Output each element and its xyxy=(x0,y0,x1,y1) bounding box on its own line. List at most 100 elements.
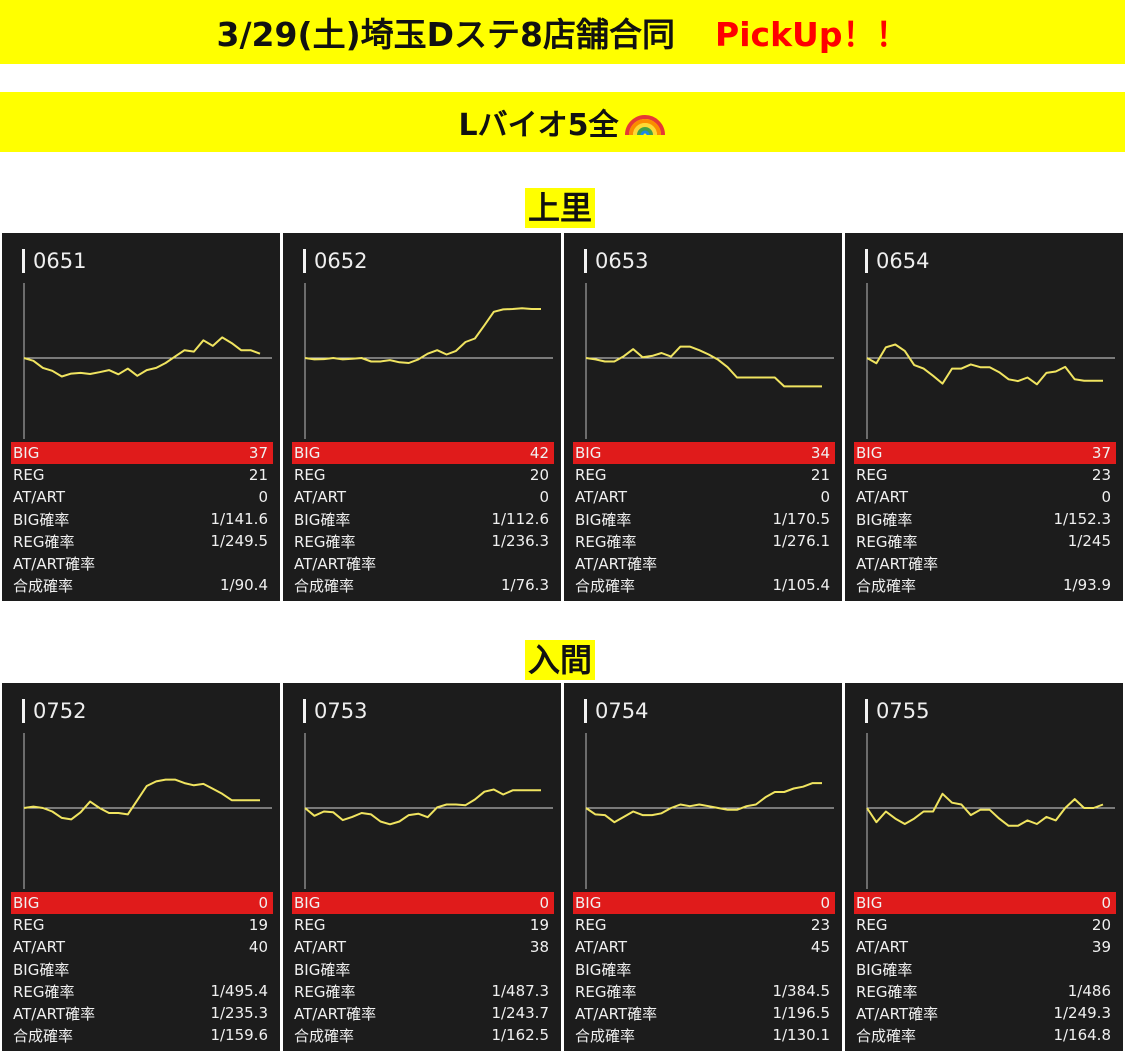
stat-row: BIG 0 xyxy=(292,892,554,914)
stat-value: 1/236.3 xyxy=(491,532,549,550)
stat-row: AT/ART確率 xyxy=(292,552,554,574)
stat-label: BIG xyxy=(294,444,321,462)
slump-graph xyxy=(585,283,834,439)
stat-row: REG 23 xyxy=(854,464,1116,486)
machine-title: 0753 xyxy=(303,699,367,723)
series-line xyxy=(304,307,541,364)
stat-row: AT/ART確率 1/196.5 xyxy=(573,1002,835,1024)
store-label-kamisato: 上里 xyxy=(525,188,596,228)
machine-title: 0654 xyxy=(865,249,929,273)
machine-title: 0754 xyxy=(584,699,648,723)
stat-label: AT/ART確率 xyxy=(856,1004,939,1023)
stat-value: 1/384.5 xyxy=(772,982,830,1000)
stat-value: 1/235.3 xyxy=(210,1004,268,1022)
machine-number: 0752 xyxy=(33,699,87,723)
stat-label: BIG確率 xyxy=(294,510,351,529)
stats-table: BIG 0 REG 19 AT/ART 38 BIG確率 REG確率 1/487.3 AT/ART… xyxy=(292,892,554,1046)
machine-panel: 0652 BIG 42 REG 20 AT/ART 0 BIG確率 1/112.6 REG確率 1/… xyxy=(283,233,561,601)
machine-number: 0753 xyxy=(314,699,368,723)
stat-label: 合成確率 xyxy=(294,1026,355,1045)
machine-panel: 0653 BIG 34 REG 21 AT/ART 0 BIG確率 1/170.5 REG確率 1/… xyxy=(564,233,842,601)
stat-row: REG 19 xyxy=(292,914,554,936)
stat-row: BIG確率 xyxy=(854,958,1116,980)
stat-value: 0 xyxy=(258,894,268,912)
stat-row: BIG 34 xyxy=(573,442,835,464)
slump-graph xyxy=(23,733,272,889)
stat-row: REG確率 1/384.5 xyxy=(573,980,835,1002)
stat-label: AT/ART確率 xyxy=(856,554,939,573)
stat-value: 23 xyxy=(1091,466,1111,484)
stat-label: AT/ART xyxy=(856,488,909,506)
stat-row: BIG 0 xyxy=(11,892,273,914)
stat-label: REG xyxy=(575,466,607,484)
stat-row: 合成確率 1/130.1 xyxy=(573,1024,835,1046)
stat-value: 1/495.4 xyxy=(210,982,268,1000)
machine-number: 0755 xyxy=(876,699,930,723)
stat-label: AT/ART xyxy=(294,488,347,506)
title-marker xyxy=(22,699,25,723)
stat-row: AT/ART 0 xyxy=(573,486,835,508)
stat-value: 21 xyxy=(248,466,268,484)
header-banner: 3/29(土)埼玉Dステ8店舗合同 PickUp！！ xyxy=(0,0,1125,64)
stat-label: BIG xyxy=(13,444,40,462)
stat-row: AT/ART 40 xyxy=(11,936,273,958)
machine-title: 0652 xyxy=(303,249,367,273)
stat-value: 0 xyxy=(820,894,830,912)
stat-label: REG確率 xyxy=(294,982,356,1001)
stat-label: REG確率 xyxy=(856,982,918,1001)
stat-label: AT/ART確率 xyxy=(13,1004,96,1023)
stat-row: REG確率 1/236.3 xyxy=(292,530,554,552)
stat-value: 0 xyxy=(1101,488,1111,506)
stat-label: REG xyxy=(13,466,45,484)
title-marker xyxy=(584,699,587,723)
machine-number: 0754 xyxy=(595,699,649,723)
stat-row: AT/ART 38 xyxy=(292,936,554,958)
slump-graph xyxy=(585,733,834,889)
stat-label: AT/ART xyxy=(13,938,66,956)
stat-row: 合成確率 1/105.4 xyxy=(573,574,835,596)
stat-row: 合成確率 1/159.6 xyxy=(11,1024,273,1046)
stat-label: REG xyxy=(13,916,45,934)
stat-row: 合成確率 1/90.4 xyxy=(11,574,273,596)
series-line xyxy=(304,788,541,826)
stat-row: BIG確率 xyxy=(573,958,835,980)
machine-panel: 0752 BIG 0 REG 19 AT/ART 40 BIG確率 REG確率 1/495.4 AT… xyxy=(2,683,280,1051)
stat-row: AT/ART 0 xyxy=(11,486,273,508)
stat-label: BIG確率 xyxy=(856,960,913,979)
stat-label: REG確率 xyxy=(294,532,356,551)
stat-row: REG確率 1/495.4 xyxy=(11,980,273,1002)
stat-label: 合成確率 xyxy=(575,1026,636,1045)
stat-row: BIG確率 1/152.3 xyxy=(854,508,1116,530)
stat-value: 20 xyxy=(1091,916,1111,934)
stat-row: BIG 0 xyxy=(854,892,1116,914)
stat-label: 合成確率 xyxy=(575,576,636,595)
stat-label: AT/ART確率 xyxy=(294,554,377,573)
stat-label: BIG xyxy=(856,894,883,912)
stat-label: AT/ART確率 xyxy=(13,554,96,573)
stats-table: BIG 0 REG 20 AT/ART 39 BIG確率 REG確率 1/486 AT/ART確率… xyxy=(854,892,1116,1046)
stat-value: 19 xyxy=(248,916,268,934)
machine-title: 0653 xyxy=(584,249,648,273)
stat-row: 合成確率 1/93.9 xyxy=(854,574,1116,596)
stat-label: REG確率 xyxy=(13,982,75,1001)
stat-label: AT/ART xyxy=(13,488,66,506)
stat-label: AT/ART xyxy=(294,938,347,956)
stat-value: 1/243.7 xyxy=(491,1004,549,1022)
stat-value: 34 xyxy=(810,444,830,462)
machine-panel: 0651 BIG 37 REG 21 AT/ART 0 BIG確率 1/141.6 REG確率 1/… xyxy=(2,233,280,601)
stats-table: BIG 37 REG 23 AT/ART 0 BIG確率 1/152.3 REG確率 1/245 A… xyxy=(854,442,1116,596)
stat-row: BIG確率 1/112.6 xyxy=(292,508,554,530)
stat-value: 1/130.1 xyxy=(772,1026,830,1044)
title-marker xyxy=(584,249,587,273)
stat-value: 1/141.6 xyxy=(210,510,268,528)
stat-label: BIG確率 xyxy=(575,510,632,529)
model-banner: Lバイオ5全 xyxy=(0,92,1125,152)
stat-value: 45 xyxy=(810,938,830,956)
machine-number: 0654 xyxy=(876,249,930,273)
stat-value: 37 xyxy=(248,444,268,462)
stat-value: 23 xyxy=(810,916,830,934)
stat-row: AT/ART確率 1/235.3 xyxy=(11,1002,273,1024)
series-line xyxy=(866,343,1103,386)
stat-value: 21 xyxy=(810,466,830,484)
stat-value: 19 xyxy=(529,916,549,934)
